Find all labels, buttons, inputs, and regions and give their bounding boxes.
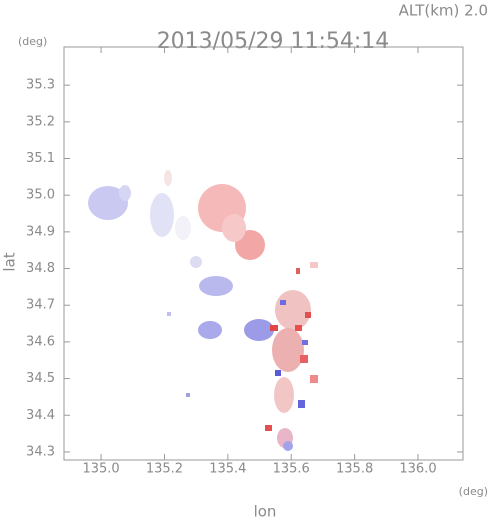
echo <box>272 328 304 372</box>
x-tick-label: 135.2 <box>146 462 183 477</box>
echo <box>190 256 202 268</box>
echo-field <box>88 170 318 451</box>
y-tick-label: 34.6 <box>26 334 55 349</box>
echo <box>275 370 281 376</box>
echo <box>283 441 293 451</box>
echo <box>150 193 174 237</box>
echo <box>300 355 308 363</box>
echo <box>199 276 233 296</box>
echo <box>280 300 286 305</box>
echo <box>310 375 318 383</box>
y-tick-label: 34.4 <box>26 408 55 423</box>
y-tick-label: 34.5 <box>26 371 55 386</box>
y-tick-label: 35.3 <box>26 78 55 93</box>
y-tick-label: 34.7 <box>26 298 55 313</box>
echo <box>295 325 302 331</box>
x-tick-label: 135.8 <box>336 462 373 477</box>
echo <box>302 340 308 345</box>
y-tick-label: 35.2 <box>26 114 55 129</box>
echo <box>296 268 300 274</box>
plot-frame <box>63 46 464 461</box>
echo <box>198 321 222 339</box>
echo <box>270 325 278 331</box>
echo <box>305 312 311 318</box>
echo <box>175 216 191 240</box>
x-tick-label: 135.6 <box>273 462 310 477</box>
y-unit: (deg) <box>18 35 47 48</box>
echo <box>167 312 171 316</box>
echo <box>244 319 274 341</box>
y-tick-label: 35.0 <box>26 188 55 203</box>
x-tick-label: 135.4 <box>209 462 246 477</box>
echo <box>164 170 172 186</box>
echo <box>119 185 131 201</box>
echo <box>265 425 272 431</box>
x-tick-label: 136.0 <box>399 462 436 477</box>
y-tick-label: 34.8 <box>26 261 55 276</box>
y-tick-label: 34.3 <box>26 444 55 459</box>
echo <box>310 262 318 268</box>
x-axis-label: lon <box>254 503 277 521</box>
x-unit: (deg) <box>459 485 488 498</box>
y-tick-label: 35.1 <box>26 151 55 166</box>
chart-title: 2013/05/29 11:54:14 <box>157 29 390 54</box>
echo <box>186 393 190 397</box>
echo <box>275 290 311 330</box>
echo <box>274 377 294 413</box>
y-tick-label: 34.9 <box>26 224 55 239</box>
x-tick-label: 135.0 <box>82 462 119 477</box>
echo <box>222 214 246 242</box>
echo <box>88 186 128 220</box>
chart-subtitle: ALT(km) 2.0 <box>399 2 488 20</box>
echo <box>298 400 305 408</box>
y-axis-label: lat <box>1 252 19 271</box>
